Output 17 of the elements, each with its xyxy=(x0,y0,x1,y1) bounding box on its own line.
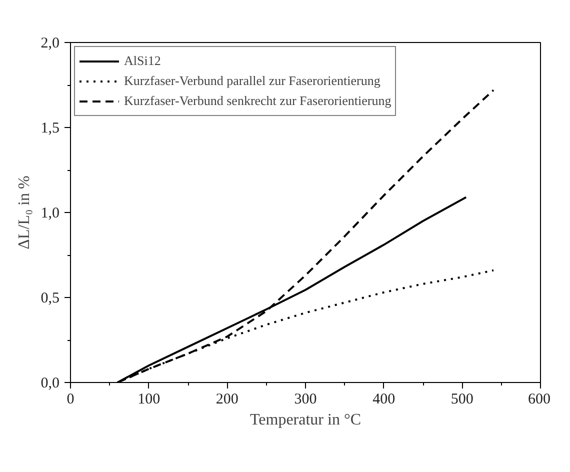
y-tick-label: 1,0 xyxy=(40,206,60,222)
x-tick-label: 0 xyxy=(66,392,74,408)
x-tick-label: 200 xyxy=(216,392,238,408)
y-tick-label: 2,0 xyxy=(40,36,60,52)
x-tick-label: 300 xyxy=(294,392,317,408)
x-tick-label: 600 xyxy=(528,392,550,408)
y-tick-label: 1,5 xyxy=(40,120,60,136)
legend-label: AlSi12 xyxy=(124,53,161,69)
x-tick-label: 500 xyxy=(450,392,474,408)
x-axis-title: Temperatur in °C xyxy=(250,412,362,428)
x-tick-label: 400 xyxy=(372,392,396,408)
y-tick-label: 0,0 xyxy=(40,376,60,392)
legend-label: Kurzfaser-Verbund senkrecht zur Faserorientierung xyxy=(124,93,392,109)
y-tick-label: 0,5 xyxy=(40,290,60,306)
y-axis-title: ΔL/L₀ in % xyxy=(16,176,33,250)
x-tick-label: 100 xyxy=(138,392,160,408)
legend-label: Kurzfaser-Verbund parallel zur Faserorientierung xyxy=(124,73,380,89)
